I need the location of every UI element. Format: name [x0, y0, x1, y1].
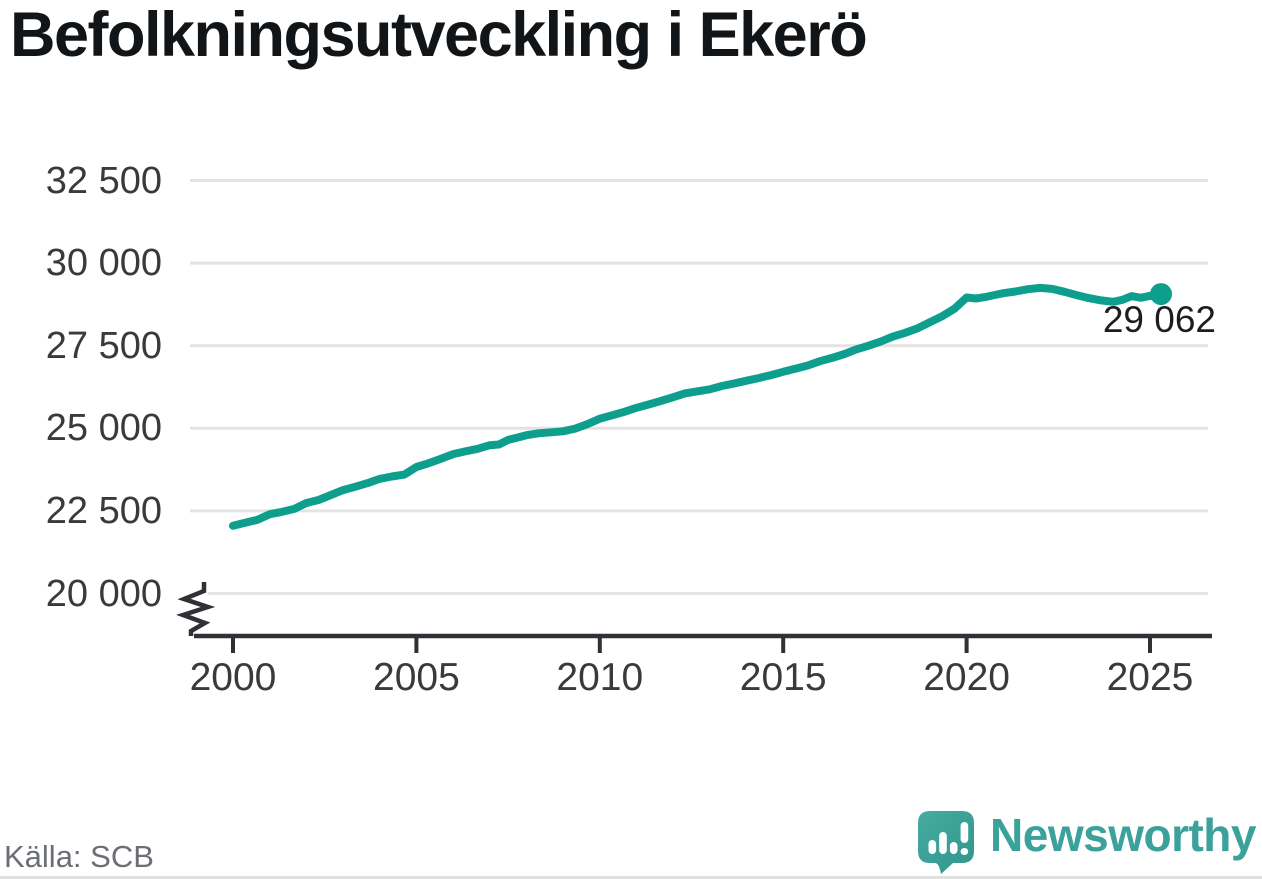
last-point-marker [1150, 283, 1172, 306]
y-tick-label: 25 000 [45, 407, 162, 450]
x-tick-label: 2010 [556, 656, 644, 699]
x-tick-label: 2025 [1106, 656, 1194, 699]
logo-bar-3 [949, 842, 958, 854]
y-tick-label: 27 500 [45, 324, 162, 367]
x-tick-label: 2015 [739, 656, 827, 699]
logo-bar-2 [939, 832, 947, 854]
x-tick-label: 2005 [373, 656, 460, 699]
data-line [229, 283, 1172, 530]
y-tick-label: 22 500 [45, 489, 162, 532]
source-note: Källa: SCB [4, 839, 154, 874]
y-tick-label: 20 000 [45, 572, 162, 615]
y-tick-label: 32 500 [45, 159, 162, 202]
bottom-edge-divider [0, 876, 1262, 879]
population-series-line [229, 283, 1165, 530]
gridlines [190, 179, 1208, 595]
newsworthy-logo-icon [918, 811, 975, 874]
logo-exclamation-dot [960, 848, 969, 855]
newsworthy-branding: Newsworthy [915, 809, 1256, 875]
chart-title: Befolkningsutveckling i Ekerö [10, 0, 868, 70]
logo-exclamation-bar [960, 822, 969, 843]
brand-name: Newsworthy [990, 809, 1256, 861]
y-axis-break-zigzag [176, 582, 216, 636]
last-value-annotation: 29 062 [1102, 299, 1216, 340]
y-tick-label: 30 000 [45, 242, 162, 285]
x-tick-label: 2020 [923, 656, 1010, 699]
x-axis [176, 582, 1212, 653]
x-tick-label: 2000 [189, 656, 277, 699]
logo-bar-1 [928, 840, 937, 854]
